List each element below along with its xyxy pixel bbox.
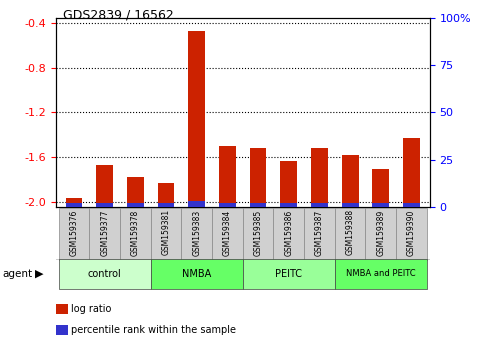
Bar — [66, 203, 83, 207]
Text: GSM159376: GSM159376 — [70, 209, 78, 256]
Text: GSM159387: GSM159387 — [315, 209, 324, 256]
Bar — [120, 208, 151, 260]
Bar — [341, 203, 358, 207]
Text: GSM159384: GSM159384 — [223, 209, 232, 256]
Bar — [243, 208, 273, 260]
Bar — [219, 146, 236, 207]
Bar — [243, 259, 335, 289]
Text: NMBA: NMBA — [182, 269, 211, 279]
Bar — [219, 203, 236, 207]
Bar — [280, 161, 297, 207]
Bar — [396, 208, 427, 260]
Bar — [335, 259, 427, 289]
Text: GSM159386: GSM159386 — [284, 209, 293, 256]
Text: percentile rank within the sample: percentile rank within the sample — [71, 325, 237, 335]
Text: PEITC: PEITC — [275, 269, 302, 279]
Bar — [151, 208, 181, 260]
Text: GSM159381: GSM159381 — [161, 209, 170, 256]
Bar — [127, 177, 144, 207]
Bar — [366, 208, 396, 260]
Text: GSM159388: GSM159388 — [346, 209, 355, 256]
Bar — [151, 259, 243, 289]
Text: NMBA and PEITC: NMBA and PEITC — [346, 269, 415, 279]
Bar — [157, 203, 174, 207]
Bar — [280, 203, 297, 207]
Bar — [403, 203, 420, 207]
Bar — [341, 155, 358, 207]
Text: ▶: ▶ — [35, 269, 43, 279]
Bar — [127, 203, 144, 207]
Bar — [66, 198, 83, 207]
Bar — [372, 169, 389, 207]
Bar — [304, 208, 335, 260]
Bar — [212, 208, 243, 260]
Bar — [96, 165, 113, 207]
Bar — [311, 148, 328, 207]
Bar — [89, 208, 120, 260]
Bar — [335, 208, 366, 260]
Text: GSM159383: GSM159383 — [192, 209, 201, 256]
Text: log ratio: log ratio — [71, 304, 112, 314]
Bar — [403, 138, 420, 207]
Bar — [250, 203, 267, 207]
Bar — [181, 208, 212, 260]
Text: control: control — [88, 269, 122, 279]
Bar — [250, 148, 267, 207]
Bar — [188, 201, 205, 207]
Bar — [188, 31, 205, 207]
Bar — [157, 183, 174, 207]
Text: GSM159377: GSM159377 — [100, 209, 109, 256]
Text: GDS2839 / 16562: GDS2839 / 16562 — [63, 9, 173, 22]
Bar — [58, 208, 89, 260]
Bar — [372, 203, 389, 207]
Bar — [311, 203, 328, 207]
Text: agent: agent — [2, 269, 32, 279]
Text: GSM159389: GSM159389 — [376, 209, 385, 256]
Bar — [96, 203, 113, 207]
Text: GSM159378: GSM159378 — [131, 209, 140, 256]
Bar — [58, 259, 151, 289]
Text: GSM159390: GSM159390 — [407, 209, 416, 256]
Text: GSM159385: GSM159385 — [254, 209, 263, 256]
Bar — [273, 208, 304, 260]
